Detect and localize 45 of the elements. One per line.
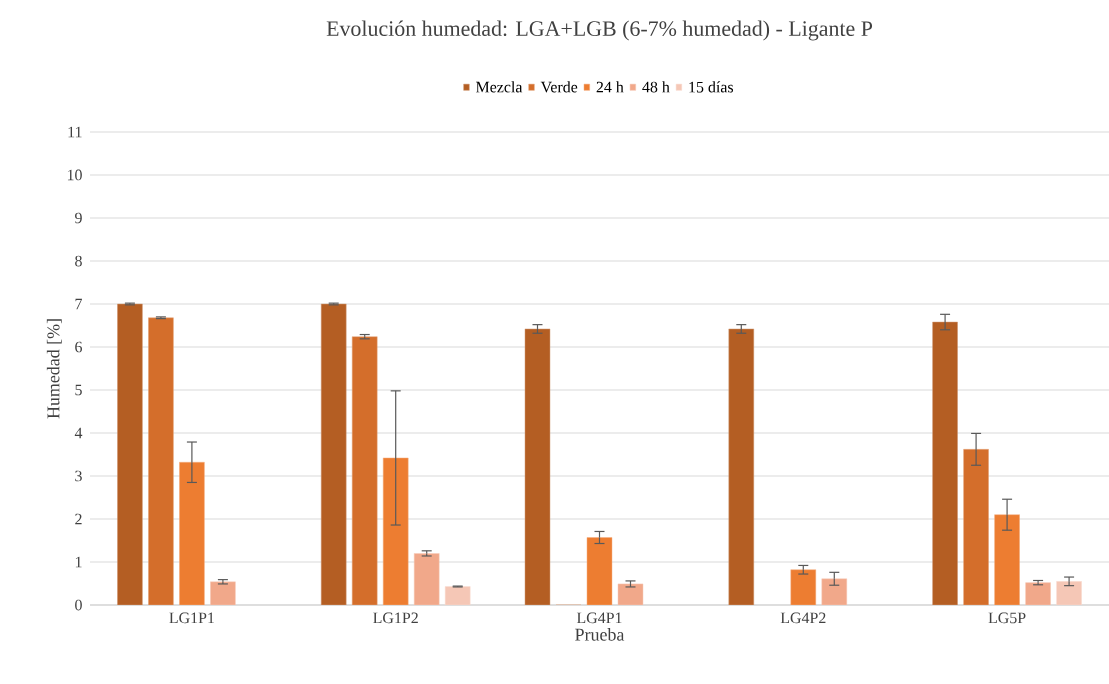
legend-label: Verde (540, 81, 578, 93)
bar (617, 583, 644, 605)
y-tick-label: 4 (74, 427, 83, 439)
chart-title: Evolución humedad: LGA+LGB (6-7% humedad) - Ligante P (326, 20, 873, 41)
bar (932, 321, 958, 605)
x-tick-label: LG5P (988, 612, 1026, 624)
y-tick-label: 8 (75, 255, 82, 267)
y-tick-label: 11 (68, 126, 82, 138)
y-tick-label: 5 (75, 384, 82, 396)
legend-label: 48 h (642, 81, 670, 93)
x-tick-label: LG4P2 (780, 612, 826, 624)
y-tick-label: 1 (75, 556, 82, 568)
legend-label: 15 días (689, 81, 734, 93)
y-axis-title: Humedad [%] (46, 319, 62, 419)
x-tick-label: LG1P2 (373, 612, 418, 624)
y-tick-label: 10 (67, 169, 82, 181)
bar (790, 569, 817, 605)
bar (413, 553, 440, 605)
bar (994, 514, 1020, 605)
x-axis-title: Prueba (575, 628, 625, 641)
bar (148, 317, 174, 605)
x-tick-label: LG1P1 (169, 612, 214, 624)
y-tick-label: 2 (75, 513, 82, 525)
bar (586, 537, 613, 605)
y-tick-label: 9 (75, 212, 82, 224)
bar (382, 457, 409, 605)
bar (210, 581, 236, 605)
y-tick-label: 0 (75, 599, 82, 611)
x-tick-label: LG4P1 (576, 612, 622, 624)
bar (444, 586, 471, 605)
bar (1056, 581, 1082, 605)
bar (1025, 582, 1051, 605)
bar (351, 336, 378, 605)
bar (524, 328, 551, 605)
bar (179, 461, 205, 605)
bar (117, 303, 143, 605)
bar (963, 449, 989, 605)
y-tick-label: 7 (75, 298, 83, 310)
legend-label: Mezcla (475, 81, 523, 93)
bar (821, 578, 848, 605)
bar (728, 328, 755, 605)
bar (320, 303, 347, 605)
y-tick-label: 6 (75, 341, 83, 353)
legend-label: 24 h (596, 81, 624, 93)
y-tick-label: 3 (75, 470, 82, 482)
